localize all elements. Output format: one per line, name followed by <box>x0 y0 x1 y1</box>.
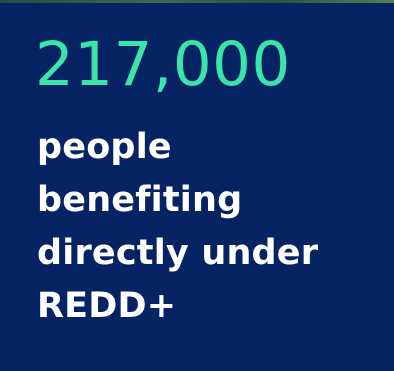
image-strip <box>0 0 394 3</box>
caption-line: directly under <box>37 233 319 273</box>
caption-line: benefiting <box>37 180 243 220</box>
caption-line: REDD+ <box>37 286 177 326</box>
caption-line: people <box>37 127 172 167</box>
stat-value: 217,000 <box>35 29 291 100</box>
stat-caption: people benefiting directly under REDD+ <box>37 121 377 333</box>
